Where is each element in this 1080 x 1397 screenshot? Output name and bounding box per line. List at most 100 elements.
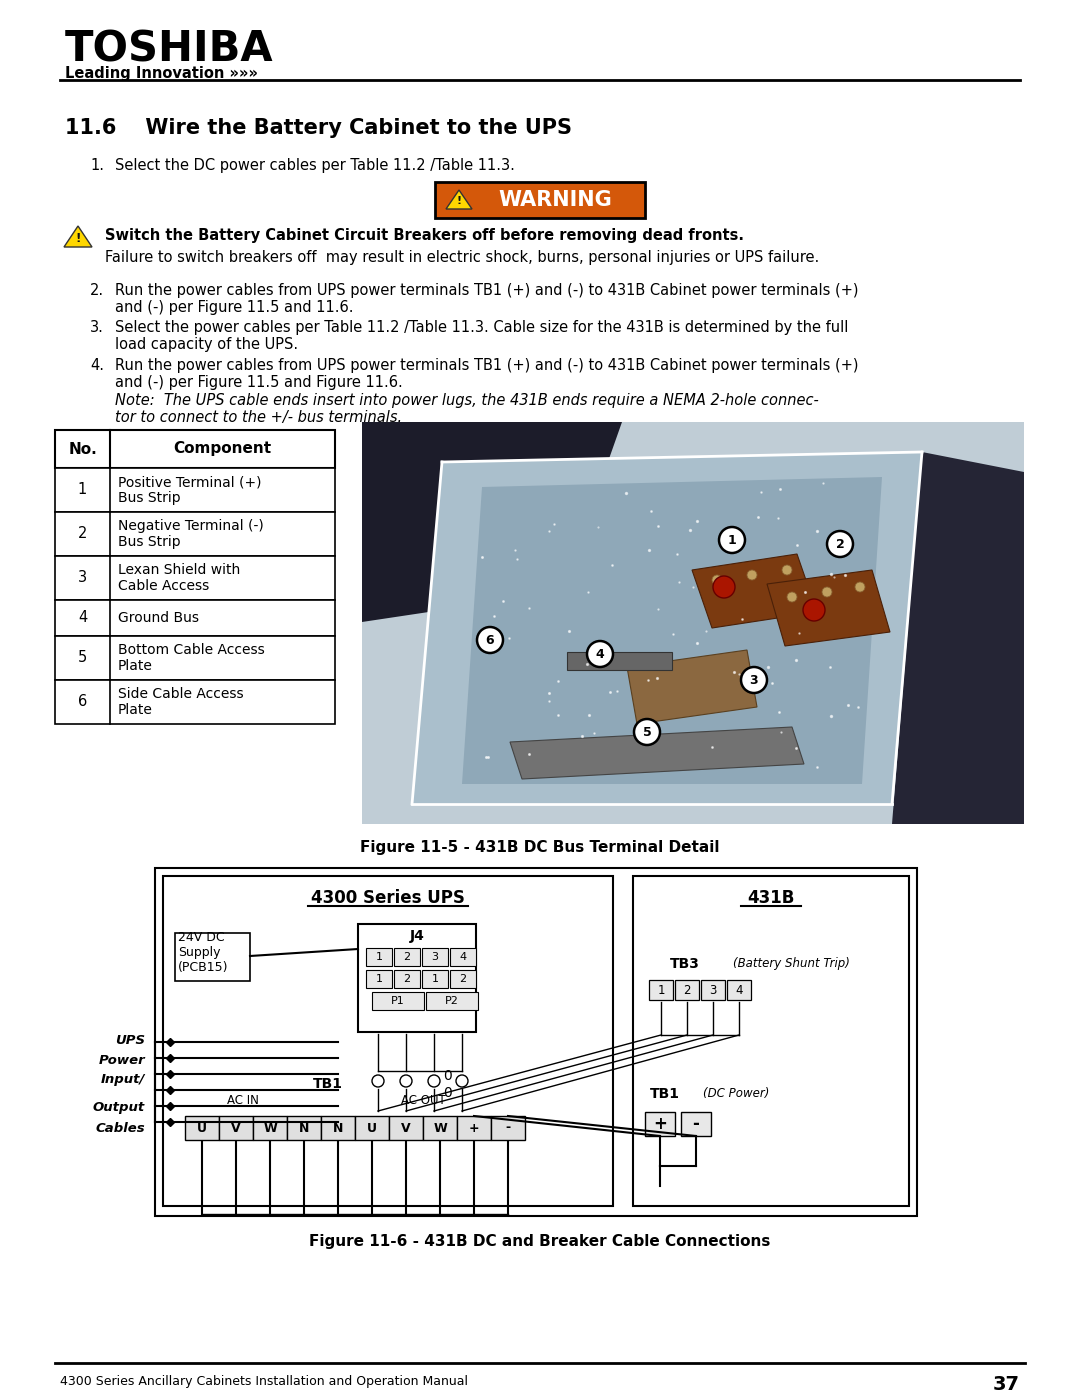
Text: 4: 4 — [78, 610, 87, 626]
Text: 2: 2 — [404, 951, 410, 963]
Text: Power: Power — [98, 1053, 145, 1066]
Bar — [366, 949, 392, 965]
Polygon shape — [627, 650, 757, 724]
Circle shape — [804, 599, 825, 622]
Circle shape — [477, 627, 503, 652]
Bar — [163, 876, 613, 1206]
Text: 6: 6 — [486, 633, 495, 647]
Text: Select the power cables per Table 11.2 /Table 11.3. Cable size for the 431B is d: Select the power cables per Table 11.2 /… — [114, 320, 849, 335]
Polygon shape — [692, 555, 816, 629]
Polygon shape — [362, 422, 622, 622]
Text: Negative Terminal (-): Negative Terminal (-) — [118, 520, 264, 534]
Text: 3: 3 — [432, 951, 438, 963]
Circle shape — [719, 527, 745, 553]
Text: (DC Power): (DC Power) — [703, 1087, 769, 1101]
Bar — [357, 923, 476, 1032]
Circle shape — [634, 719, 660, 745]
Text: -: - — [692, 1115, 700, 1133]
Text: load capacity of the UPS.: load capacity of the UPS. — [114, 337, 298, 352]
Bar — [372, 992, 424, 1010]
Bar — [675, 981, 699, 1000]
Bar — [450, 970, 476, 988]
Text: +: + — [653, 1115, 667, 1133]
Circle shape — [782, 564, 792, 576]
Text: 3: 3 — [78, 570, 87, 585]
Text: 5: 5 — [643, 725, 651, 739]
Circle shape — [747, 570, 757, 580]
Text: WARNING: WARNING — [498, 190, 612, 210]
Text: Note:  The UPS cable ends insert into power lugs, the 431B ends require a NEMA 2: Note: The UPS cable ends insert into pow… — [114, 393, 819, 408]
Text: U: U — [197, 1122, 207, 1134]
Text: Plate: Plate — [118, 659, 153, 673]
Text: N: N — [333, 1122, 343, 1134]
Bar — [422, 949, 448, 965]
Text: 2.: 2. — [90, 284, 104, 298]
Text: 2: 2 — [404, 974, 410, 983]
Text: 2: 2 — [78, 527, 87, 542]
Text: Run the power cables from UPS power terminals TB1 (+) and (-) to 431B Cabinet po: Run the power cables from UPS power term… — [114, 284, 859, 298]
Bar — [423, 1116, 457, 1140]
Bar — [55, 599, 335, 636]
Text: 3: 3 — [710, 983, 717, 996]
Bar — [394, 949, 420, 965]
Text: Bottom Cable Access: Bottom Cable Access — [118, 643, 265, 657]
Text: (PCB15): (PCB15) — [178, 961, 229, 974]
Circle shape — [855, 583, 865, 592]
Text: 2: 2 — [459, 974, 467, 983]
Text: J4: J4 — [409, 929, 424, 943]
Text: Component: Component — [174, 441, 271, 457]
Text: 1: 1 — [658, 983, 665, 996]
Text: Run the power cables from UPS power terminals TB1 (+) and (-) to 431B Cabinet po: Run the power cables from UPS power term… — [114, 358, 859, 373]
Polygon shape — [64, 226, 92, 247]
Circle shape — [713, 576, 735, 598]
Text: U: U — [367, 1122, 377, 1134]
Text: TB1: TB1 — [650, 1087, 680, 1101]
Text: TOSHIBA: TOSHIBA — [65, 28, 273, 70]
Text: -: - — [505, 1122, 511, 1134]
Text: UPS: UPS — [114, 1034, 145, 1046]
Bar — [491, 1116, 525, 1140]
Text: !: ! — [457, 196, 461, 205]
Text: Bus Strip: Bus Strip — [118, 490, 180, 504]
Bar — [701, 981, 725, 1000]
Bar — [457, 1116, 491, 1140]
Text: W: W — [264, 1122, 276, 1134]
Text: 4: 4 — [735, 983, 743, 996]
Text: Side Cable Access: Side Cable Access — [118, 687, 244, 701]
Bar — [389, 1116, 423, 1140]
Text: and (-) per Figure 11.5 and 11.6.: and (-) per Figure 11.5 and 11.6. — [114, 300, 353, 314]
Text: 24V DC: 24V DC — [178, 930, 225, 944]
Text: 4300 Series UPS: 4300 Series UPS — [311, 888, 464, 907]
Text: Input/: Input/ — [100, 1073, 145, 1087]
Text: Plate: Plate — [118, 703, 153, 717]
Text: 2: 2 — [684, 983, 691, 996]
Circle shape — [456, 1076, 468, 1087]
Text: 4: 4 — [596, 647, 605, 661]
Text: 4300 Series Ancillary Cabinets Installation and Operation Manual: 4300 Series Ancillary Cabinets Installat… — [60, 1375, 468, 1389]
Bar — [649, 981, 673, 1000]
Circle shape — [588, 641, 613, 666]
Bar — [156, 868, 917, 1215]
Circle shape — [822, 587, 832, 597]
Bar — [55, 680, 335, 724]
Text: 4.: 4. — [90, 358, 104, 373]
Polygon shape — [411, 453, 922, 805]
Bar — [219, 1116, 253, 1140]
Text: P2: P2 — [445, 996, 459, 1006]
Bar — [435, 182, 645, 218]
Polygon shape — [510, 726, 804, 780]
Circle shape — [741, 666, 767, 693]
Text: P1: P1 — [391, 996, 405, 1006]
Polygon shape — [462, 476, 882, 784]
Text: tor to connect to the +/- bus terminals.: tor to connect to the +/- bus terminals. — [114, 409, 402, 425]
Bar — [55, 430, 335, 468]
Bar — [55, 468, 335, 511]
Text: 5: 5 — [78, 651, 87, 665]
Bar — [287, 1116, 321, 1140]
Text: 11.6    Wire the Battery Cabinet to the UPS: 11.6 Wire the Battery Cabinet to the UPS — [65, 117, 572, 138]
Text: Supply: Supply — [178, 946, 220, 958]
Text: and (-) per Figure 11.5 and Figure 11.6.: and (-) per Figure 11.5 and Figure 11.6. — [114, 374, 403, 390]
Bar — [355, 1116, 389, 1140]
Polygon shape — [892, 453, 1024, 824]
Bar — [55, 556, 335, 599]
